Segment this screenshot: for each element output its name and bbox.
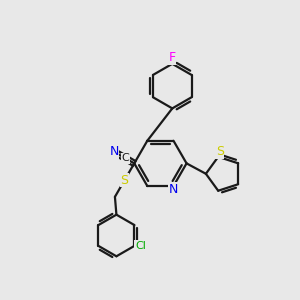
Text: C: C xyxy=(122,153,129,163)
Text: N: N xyxy=(110,145,119,158)
Text: N: N xyxy=(169,183,178,196)
Text: S: S xyxy=(121,174,129,187)
Text: F: F xyxy=(169,51,176,64)
Text: Cl: Cl xyxy=(135,241,146,251)
Text: S: S xyxy=(216,145,224,158)
